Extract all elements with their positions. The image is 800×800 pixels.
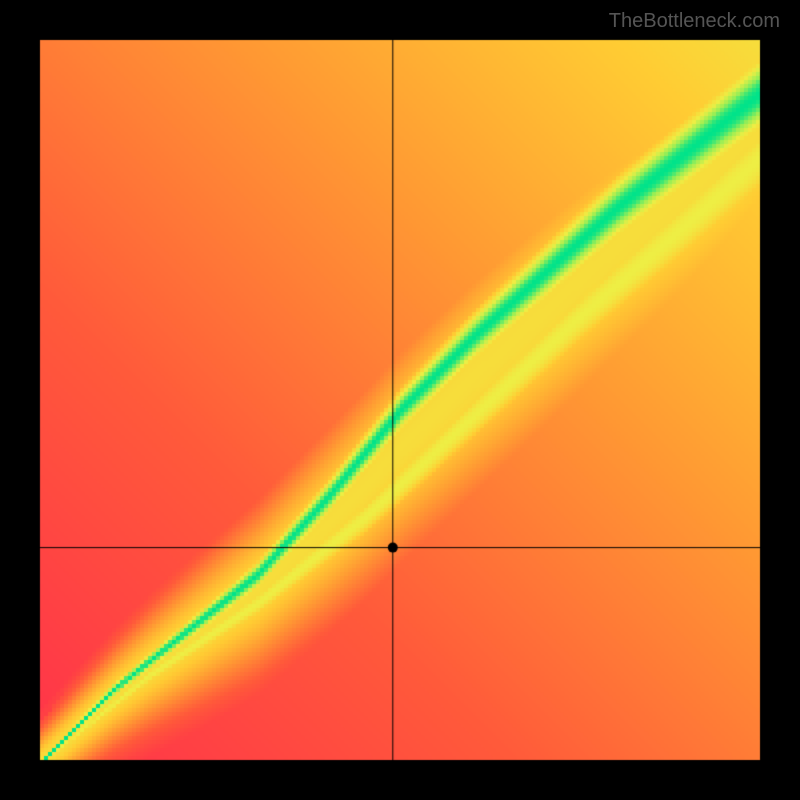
- chart-container: TheBottleneck.com: [0, 0, 800, 800]
- heatmap-canvas: [0, 0, 800, 800]
- watermark-text: TheBottleneck.com: [609, 10, 780, 33]
